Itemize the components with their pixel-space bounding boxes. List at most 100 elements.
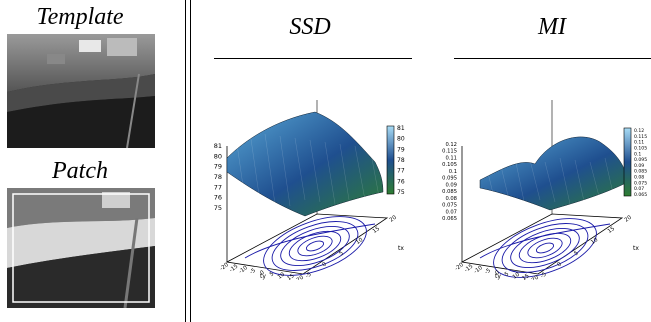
ty-tick-label: 15 xyxy=(521,273,531,280)
surface-mesh-line xyxy=(249,131,261,203)
z-tick-label: 79 xyxy=(214,163,222,171)
surface-mesh-line xyxy=(484,159,496,203)
contour-line xyxy=(305,240,325,252)
z-tick-label: 0.07 xyxy=(445,209,457,215)
colorbar-tick-label: 0.105 xyxy=(634,145,647,151)
tx-axis-label: tx xyxy=(633,245,639,252)
ty-tick-label: -15 xyxy=(229,263,240,273)
z-tick-label: 0.095 xyxy=(442,176,457,182)
colorbar-tick-label: 81 xyxy=(397,125,405,132)
separator-line-1 xyxy=(185,0,186,322)
ty-tick-label: -5 xyxy=(249,267,257,275)
tx-tick-label: 0 xyxy=(322,261,329,268)
surface-mesh-line xyxy=(544,161,556,203)
z-tick-label: 80 xyxy=(214,152,222,160)
z-tick-label: 0.08 xyxy=(445,196,457,202)
ty-tick-label: 10 xyxy=(512,271,522,280)
contour-line xyxy=(501,223,589,273)
surface-mesh-line xyxy=(589,161,601,201)
mi-title-rule xyxy=(454,58,651,59)
colorbar-tick-label: 0.085 xyxy=(634,169,647,175)
z-tick-label: 76 xyxy=(214,194,222,202)
colorbar-tick-label: 76 xyxy=(397,178,405,185)
tx-tick-label: 0 xyxy=(557,261,564,268)
colorbar-tick-label: 0.12 xyxy=(634,128,644,134)
colorbar-tick-label: 0.08 xyxy=(634,175,644,181)
colorbar-tick-label: 0.095 xyxy=(634,157,647,163)
colorbar-tick-label: 0.065 xyxy=(634,192,647,198)
ty-tick-label: 20 xyxy=(531,274,541,280)
colorbar-tick-label: 0.115 xyxy=(634,134,647,140)
z-tick-label: 0.115 xyxy=(442,149,457,155)
z-tick-label: 78 xyxy=(214,173,222,181)
tx-tick-label: 20 xyxy=(389,214,399,223)
contour-line xyxy=(479,223,611,259)
surface-mesh-line xyxy=(469,157,481,201)
z-tick-label: 77 xyxy=(214,183,222,191)
surface-mesh-line xyxy=(264,133,276,205)
contour-line xyxy=(535,242,555,254)
z-tick-label: 0.12 xyxy=(445,142,457,148)
surface-mesh xyxy=(226,111,384,217)
ty-tick-label: 5 xyxy=(269,271,276,278)
surface-mesh-line xyxy=(559,157,571,205)
ssd-title: SSD xyxy=(289,14,331,40)
ty-axis-label: ty xyxy=(495,273,501,280)
tx-tick-label: -5 xyxy=(540,271,548,279)
separator-line-2 xyxy=(190,0,191,322)
z-tick-label: 0.085 xyxy=(442,189,457,195)
template-title: Template xyxy=(36,4,124,30)
tx-tick-label: -5 xyxy=(305,271,313,279)
z-tick-label: 0.09 xyxy=(445,182,457,188)
z-tick-label: 0.075 xyxy=(442,203,457,209)
colorbar-tick-label: 77 xyxy=(397,168,405,175)
colorbar xyxy=(623,127,632,197)
colorbar-tick-label: 0.09 xyxy=(634,163,644,169)
ty-tick-label: 0 xyxy=(494,269,501,276)
tx-tick-label: 5 xyxy=(338,250,345,257)
ty-tick-label: -5 xyxy=(484,267,492,275)
tx-tick-label: 5 xyxy=(573,250,580,257)
z-tick-label: 0.065 xyxy=(442,216,457,222)
template-image xyxy=(7,34,155,148)
colorbar-tick-label: 80 xyxy=(397,136,405,143)
ty-tick-label: 5 xyxy=(504,271,511,278)
contour-line xyxy=(527,237,563,259)
ty-tick-label: -20 xyxy=(454,262,465,272)
tx-axis-label: tx xyxy=(398,245,404,252)
contour-line xyxy=(280,225,350,267)
contour-line xyxy=(493,218,597,278)
colorbar-tick-label: 0.075 xyxy=(634,180,647,186)
surface-mesh-line xyxy=(324,141,336,205)
tx-tick-label: 15 xyxy=(607,226,617,235)
colorbar-tick-label: 78 xyxy=(397,157,405,164)
patch-image xyxy=(7,188,155,308)
tx-tick-label: 10 xyxy=(590,237,600,246)
surface-mesh-line xyxy=(499,161,511,205)
ty-tick-label: -15 xyxy=(464,263,475,273)
contour-line xyxy=(297,235,333,257)
z-tick-label: 75 xyxy=(214,204,222,212)
colorbar-tick-label: 0.1 xyxy=(634,151,641,157)
ty-tick-label: 20 xyxy=(296,274,306,280)
z-tick-label: 0.1 xyxy=(449,169,457,175)
contour-line xyxy=(263,216,367,276)
tx-tick-label: 15 xyxy=(372,226,382,235)
ty-tick-label: 10 xyxy=(277,271,287,280)
colorbar-tick-label: 79 xyxy=(397,146,405,153)
colorbar-tick-label: 75 xyxy=(397,189,405,196)
ty-tick-label: 0 xyxy=(259,269,266,276)
patch-title: Patch xyxy=(52,158,108,184)
floor-plane xyxy=(225,213,389,275)
surface-mesh-line xyxy=(574,159,586,207)
surface-mesh-line xyxy=(309,139,321,203)
ty-tick-label: -10 xyxy=(473,265,484,275)
contour-line xyxy=(518,232,572,264)
mi-title: MI xyxy=(538,14,566,40)
z-tick-label: 81 xyxy=(214,142,222,150)
tx-tick-label: 20 xyxy=(624,214,634,223)
surface-mesh xyxy=(479,136,629,211)
colorbar-tick-label: 0.11 xyxy=(634,140,644,146)
surface-mesh-line xyxy=(354,145,366,201)
surface-mesh-line xyxy=(339,143,351,207)
